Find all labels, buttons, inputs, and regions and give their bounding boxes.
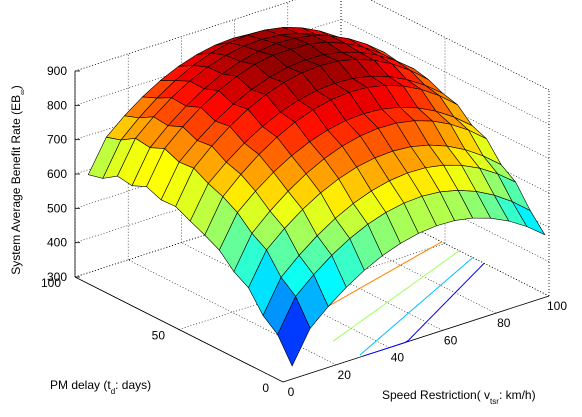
- z-tick-label: 600: [47, 167, 67, 181]
- x-tick-label: 100: [547, 299, 567, 313]
- z-tick-label: 800: [47, 98, 67, 112]
- z-tick-label: 400: [47, 236, 67, 250]
- x-tick-label: 20: [338, 368, 352, 382]
- contour-line: [359, 257, 474, 356]
- x-tick-label: 60: [444, 333, 458, 347]
- surface-mesh: [87, 27, 546, 367]
- contour-line: [332, 250, 460, 342]
- z-tick-label: 300: [47, 270, 67, 284]
- contour-line: [362, 262, 485, 357]
- y-tick-label: 100: [41, 276, 61, 290]
- x-axis-label: Speed Restriction( vtsr: km/h): [382, 388, 536, 406]
- z-tick-label: 900: [47, 64, 67, 78]
- x-tick-label: 80: [497, 316, 511, 330]
- x-tick-label: 40: [391, 351, 405, 365]
- x-axis-line: [282, 295, 550, 383]
- y-axis-label: PM delay (td: days): [50, 378, 151, 396]
- tick-labels: 300 400 500 600 700 800 900 0 20 40 60 80 100 0 50 100: [41, 64, 567, 399]
- y-tick-label: 50: [152, 329, 166, 343]
- y-tick-label: 0: [262, 381, 269, 395]
- z-tick-label: 700: [47, 133, 67, 147]
- surface-patch: [277, 295, 311, 367]
- z-tick-label: 500: [47, 201, 67, 215]
- x-tick-label: 0: [288, 385, 295, 399]
- z-axis-label: System Average Benefit Rate (EB∞): [9, 85, 27, 275]
